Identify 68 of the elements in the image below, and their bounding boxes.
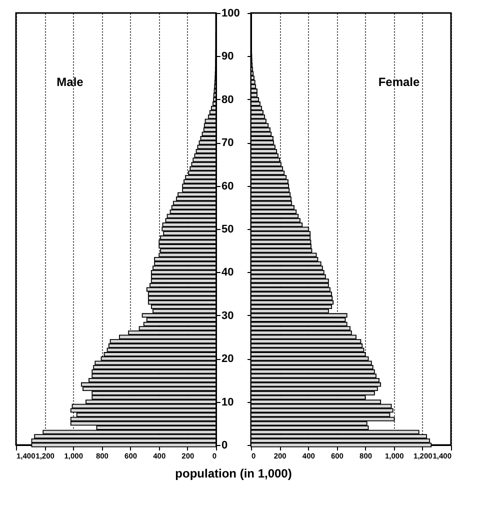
bar (250, 266, 323, 270)
bar (250, 322, 348, 326)
y-tick-label: 40 (222, 266, 234, 279)
bar (250, 92, 258, 98)
bar (250, 296, 333, 300)
bar (250, 240, 312, 244)
bar (250, 300, 334, 305)
bar (250, 374, 376, 378)
bar (250, 205, 294, 210)
x-axis-title: population (in 1,000) (175, 466, 292, 480)
bar (250, 84, 256, 89)
bar (250, 106, 262, 110)
bar (250, 369, 375, 374)
y-tick-label: 90 (222, 50, 234, 63)
bar (250, 231, 311, 236)
y-tick-label: 0 (222, 440, 228, 452)
bar (250, 110, 264, 115)
bar (250, 438, 430, 443)
bar (250, 292, 332, 296)
bar (250, 80, 256, 84)
bar (250, 282, 329, 288)
bar (250, 123, 269, 128)
y-tick-label: 60 (222, 180, 234, 192)
bar (250, 287, 330, 292)
bar (250, 270, 324, 274)
y-tick-label: 80 (222, 94, 234, 106)
text: Female (378, 75, 420, 90)
text: Male (56, 75, 84, 90)
bar (250, 184, 290, 188)
bar (250, 192, 291, 197)
bar (250, 114, 266, 119)
bar (250, 71, 254, 76)
bar (250, 274, 326, 279)
bar (250, 404, 392, 408)
bar (250, 214, 299, 218)
bar (250, 278, 329, 284)
bar (250, 390, 375, 396)
y-tick-label: 100 (222, 8, 240, 20)
bar (250, 235, 311, 240)
bar (250, 326, 350, 331)
bar (250, 188, 290, 192)
bar (250, 378, 380, 382)
bar (250, 382, 382, 387)
bar (250, 174, 287, 180)
y-tick-label: 50 (222, 224, 234, 236)
y-tick-label: 70 (222, 137, 234, 150)
y-tick-label: 10 (222, 396, 234, 408)
bar (250, 386, 378, 392)
bar (250, 218, 300, 223)
bar (250, 166, 284, 171)
bar (250, 118, 266, 124)
bar (250, 140, 274, 145)
y-tick-label: 20 (222, 353, 234, 366)
bar (250, 179, 288, 184)
bar (250, 343, 363, 348)
y-tick-label: 30 (222, 310, 234, 322)
bar (250, 170, 285, 176)
bar (250, 248, 312, 253)
bar (250, 127, 270, 132)
bar (250, 76, 254, 80)
bar (250, 132, 272, 136)
bar (250, 97, 260, 102)
bar (250, 252, 317, 258)
bar (250, 200, 292, 206)
bar (250, 360, 372, 366)
bar (250, 261, 322, 266)
bar (250, 144, 276, 150)
bar (250, 339, 362, 344)
